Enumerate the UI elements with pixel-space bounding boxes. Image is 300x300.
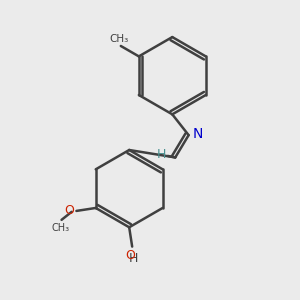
Text: O: O [126, 249, 136, 262]
Text: O: O [64, 204, 74, 218]
Text: H: H [129, 252, 138, 265]
Text: CH₃: CH₃ [51, 223, 69, 233]
Text: CH₃: CH₃ [110, 34, 129, 44]
Text: N: N [192, 127, 203, 141]
Text: H: H [157, 148, 167, 161]
